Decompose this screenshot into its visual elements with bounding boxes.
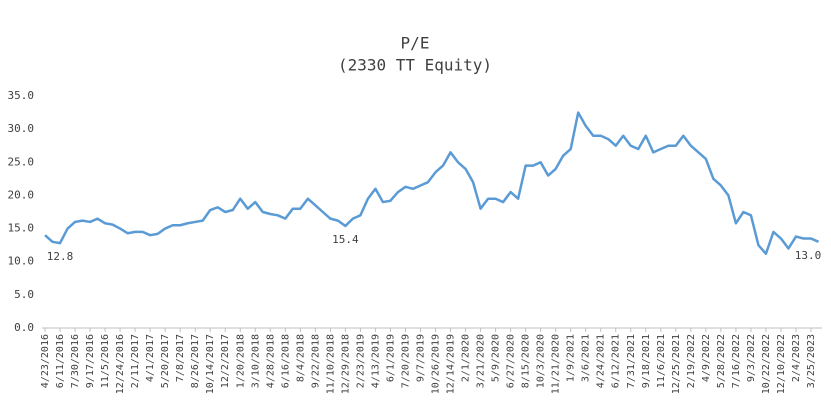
x-tick-label: 4/1/2017 xyxy=(145,334,156,382)
y-tick-label: 30.0 xyxy=(8,122,35,135)
x-tick-label: 4/13/2019 xyxy=(370,334,381,388)
x-tick-label: 12/14/2019 xyxy=(446,334,457,394)
y-tick-label: 10.0 xyxy=(8,255,35,268)
x-tick-label: 2/11/2017 xyxy=(130,334,141,388)
x-tick-label: 9/3/2022 xyxy=(746,334,757,382)
x-tick-label: 11/6/2021 xyxy=(656,334,667,388)
y-tick-label: 0.0 xyxy=(14,321,34,334)
data-label: 15.4 xyxy=(332,233,359,246)
y-tick-label: 35.0 xyxy=(8,89,35,102)
x-tick-label: 11/21/2020 xyxy=(551,334,562,394)
x-tick-label: 2/23/2019 xyxy=(355,334,366,388)
x-tick-label: 5/9/2020 xyxy=(491,334,502,382)
x-tick-label: 10/14/2017 xyxy=(205,334,216,394)
x-tick-label: 7/20/2019 xyxy=(400,334,411,388)
x-tick-label: 11/5/2016 xyxy=(100,334,111,388)
x-tick-label: 9/7/2019 xyxy=(415,334,426,382)
line xyxy=(44,111,820,256)
x-tick-label: 4/28/2018 xyxy=(265,334,276,388)
x-tick-label: 9/18/2021 xyxy=(641,334,652,388)
y-tick-label: 5.0 xyxy=(14,288,34,301)
y-tick-label: 15.0 xyxy=(8,222,35,235)
x-tick-label: 4/24/2021 xyxy=(596,334,607,388)
x-tick-label: 5/28/2022 xyxy=(716,334,727,388)
x-tick-label: 2/4/2023 xyxy=(791,334,802,382)
data-label: 13.0 xyxy=(795,249,822,262)
x-tick-label: 9/22/2018 xyxy=(310,334,321,388)
x-tick-label: 6/1/2019 xyxy=(385,334,396,382)
x-tick-label: 11/10/2018 xyxy=(325,334,336,394)
x-tick-label: 5/20/2017 xyxy=(160,334,171,388)
x-tick-label: 1/20/2018 xyxy=(235,334,246,388)
x-tick-label: 7/16/2022 xyxy=(731,334,742,388)
x-tick-label: 8/26/2017 xyxy=(190,334,201,388)
x-tick-label: 4/9/2022 xyxy=(701,334,712,382)
x-tick-label: 8/15/2020 xyxy=(521,334,532,388)
x-tick-label: 12/24/2016 xyxy=(115,334,126,394)
x-tick-label: 10/22/2022 xyxy=(761,334,772,394)
x-tick-label: 6/11/2016 xyxy=(55,334,66,388)
x-tick-label: 1/9/2021 xyxy=(566,334,577,382)
x-tick-label: 6/12/2021 xyxy=(611,334,622,388)
x-tick-label: 2/19/2022 xyxy=(686,334,697,388)
x-tick-label: 12/2/2017 xyxy=(220,334,231,388)
chart-subtitle: (2330 TT Equity) xyxy=(338,56,492,75)
x-tick-label: 7/30/2016 xyxy=(70,334,81,388)
x-tick-label: 2/1/2020 xyxy=(461,334,472,382)
x-tick-label: 12/10/2022 xyxy=(776,334,787,394)
y-tick-label: 25.0 xyxy=(8,155,35,168)
y-tick-label: 20.0 xyxy=(8,188,35,201)
x-tick-label: 3/6/2021 xyxy=(581,334,592,382)
x-tick-label: 10/26/2019 xyxy=(431,334,442,394)
x-tick-label: 8/4/2018 xyxy=(295,334,306,382)
x-tick-label: 6/27/2020 xyxy=(506,334,517,388)
x-tick-label: 9/17/2016 xyxy=(85,334,96,388)
x-tick-label: 3/10/2018 xyxy=(250,334,261,388)
x-tick-label: 4/23/2016 xyxy=(40,334,51,388)
x-tick-label: 7/8/2017 xyxy=(175,334,186,382)
x-tick-label: 12/25/2021 xyxy=(671,334,682,394)
x-tick-label: 7/31/2021 xyxy=(626,334,637,388)
data-label: 12.8 xyxy=(47,250,74,263)
x-tick-label: 3/25/2023 xyxy=(806,334,817,388)
chart-title: P/E xyxy=(401,34,430,53)
x-tick-label: 12/29/2018 xyxy=(340,334,351,394)
x-tick-label: 6/16/2018 xyxy=(280,334,291,388)
x-tick-label: 3/21/2020 xyxy=(476,334,487,388)
x-tick-label: 10/3/2020 xyxy=(536,334,547,388)
